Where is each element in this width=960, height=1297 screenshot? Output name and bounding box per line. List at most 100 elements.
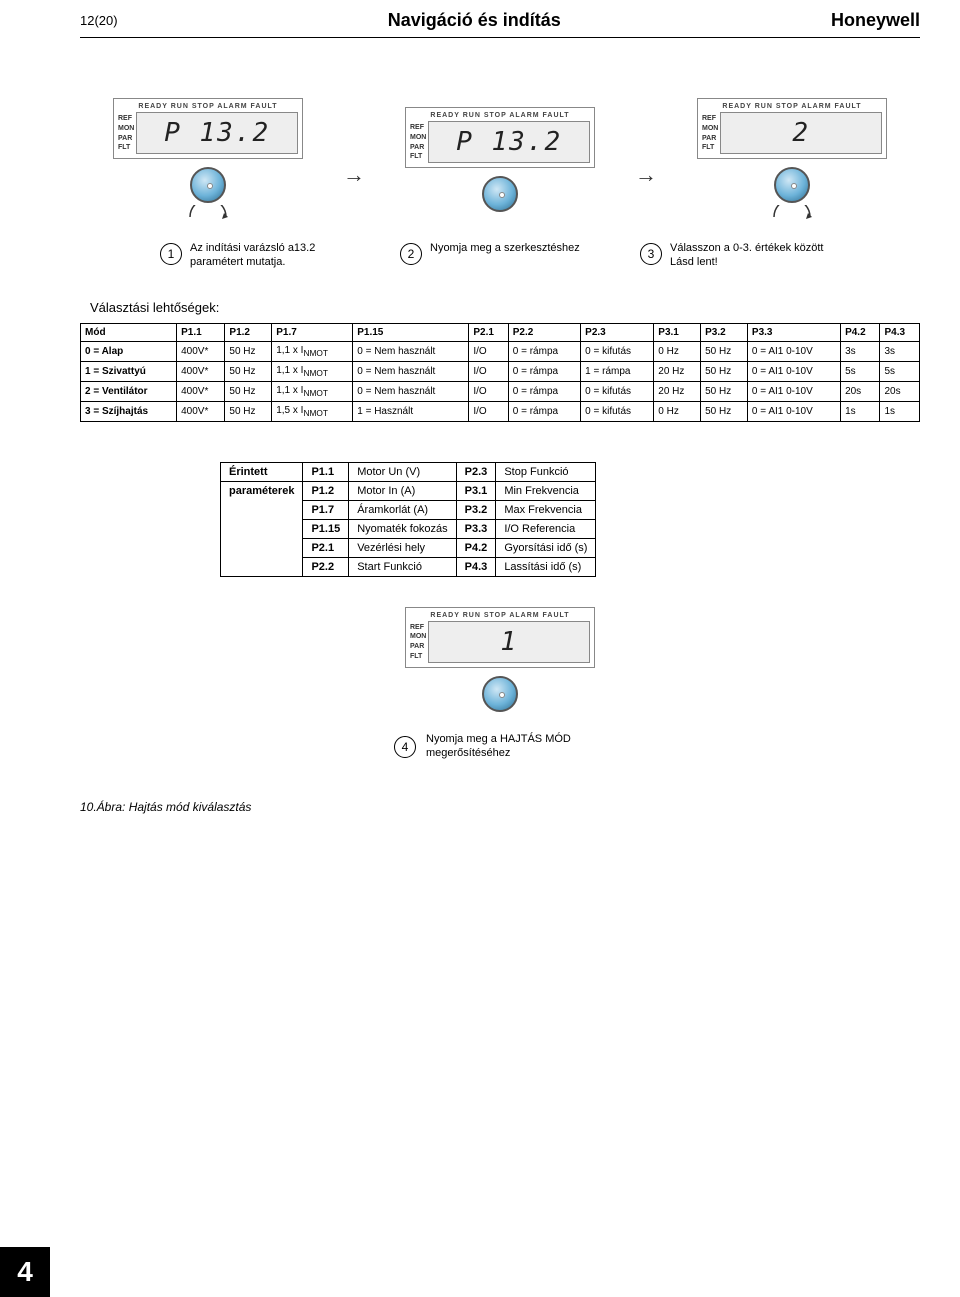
table-cell: 20s <box>841 381 880 401</box>
table-header: P3.1 <box>654 323 701 341</box>
table-cell: Motor Un (V) <box>349 462 456 481</box>
step-number-badge: 4 <box>394 736 416 758</box>
rotary-knob-icon <box>482 676 518 712</box>
table-cell: Min Frekvencia <box>496 481 596 500</box>
lcd-display: P 13.2 <box>136 112 298 154</box>
step-number-badge: 2 <box>400 243 422 265</box>
table-cell: 0 = AI1 0-10V <box>747 381 840 401</box>
table-header: P1.1 <box>177 323 225 341</box>
table-cell: 400V* <box>177 381 225 401</box>
lcd-panels-row: READY RUN STOP ALARM FAULT REF MON PAR F… <box>80 98 920 221</box>
table-cell: 50 Hz <box>225 401 272 421</box>
page-number: 12(20) <box>80 13 118 28</box>
modes-table: MódP1.1P1.2P1.7P1.15P2.1P2.2P2.3P3.1P3.2… <box>80 323 920 422</box>
lcd-side-labels: REF MON PAR FLT <box>410 121 428 163</box>
selection-heading: Választási lehtőségek: <box>90 300 920 315</box>
table-cell: 0 = Nem használt <box>353 381 469 401</box>
table-cell: I/O Referencia <box>496 519 596 538</box>
lcd-unit-1: READY RUN STOP ALARM FAULT REF MON PAR F… <box>113 98 303 221</box>
table-cell: 0 = AI1 0-10V <box>747 341 840 361</box>
table-cell: 5s <box>880 361 920 381</box>
step-text: Nyomja meg a szerkesztéshez <box>430 241 580 255</box>
table-cell: I/O <box>469 401 508 421</box>
table-cell: I/O <box>469 341 508 361</box>
table-cell: 0 = Nem használt <box>353 361 469 381</box>
table-row: paraméterekP1.2Motor In (A)P3.1Min Frekv… <box>221 481 596 500</box>
table-cell: 0 = kifutás <box>581 381 654 401</box>
lcd-side-labels: REF MON PAR FLT <box>118 112 136 154</box>
table-cell: I/O <box>469 381 508 401</box>
table-cell: P1.15 <box>303 519 349 538</box>
table-cell: P2.3 <box>456 462 496 481</box>
table-cell: Nyomaték fokozás <box>349 519 456 538</box>
table-cell: Stop Funkció <box>496 462 596 481</box>
table-cell: 0 Hz <box>654 341 701 361</box>
page-header: 12(20) Navigáció és indítás Honeywell <box>80 0 920 38</box>
step-captions-row: 1 Az indítási varázsló a13.2 paramétert … <box>80 241 920 270</box>
rotate-arrow-icon <box>768 205 816 221</box>
rotary-knob-icon <box>774 167 810 203</box>
arrow-right-icon: → <box>343 162 365 188</box>
table-cell: 0 = rámpa <box>508 341 580 361</box>
table-cell: Áramkorlát (A) <box>349 500 456 519</box>
step-2: 2 Nyomja meg a szerkesztéshez <box>400 241 600 270</box>
table-cell: 0 = rámpa <box>508 381 580 401</box>
table-cell: P2.1 <box>303 538 349 557</box>
lcd-unit-2: READY RUN STOP ALARM FAULT REF MON PAR F… <box>405 107 595 212</box>
table-cell: P3.2 <box>456 500 496 519</box>
table-cell: 3s <box>841 341 880 361</box>
table-header: P3.2 <box>701 323 748 341</box>
section-tab: 4 <box>0 1247 50 1297</box>
table-cell: 1 = Szivattyú <box>81 361 177 381</box>
table-cell: 20s <box>880 381 920 401</box>
table-cell: 0 = rámpa <box>508 361 580 381</box>
table-header: P2.1 <box>469 323 508 341</box>
table-row: 1 = Szivattyú400V*50 Hz1,1 x INMOT0 = Ne… <box>81 361 920 381</box>
table-cell: Vezérlési hely <box>349 538 456 557</box>
table-cell: 0 = kifutás <box>581 401 654 421</box>
lcd-unit-3: READY RUN STOP ALARM FAULT REF MON PAR F… <box>697 98 887 221</box>
brand-logo-text: Honeywell <box>831 10 920 31</box>
table-cell: Lassítási idő (s) <box>496 557 596 576</box>
lcd-display: 2 <box>720 112 882 154</box>
lcd-panel: READY RUN STOP ALARM FAULT REF MON PAR F… <box>405 107 595 168</box>
table-cell: 20 Hz <box>654 361 701 381</box>
lcd-panel: READY RUN STOP ALARM FAULT REF MON PAR F… <box>113 98 303 159</box>
table-cell: 1 = Használt <box>353 401 469 421</box>
table-cell: Start Funkció <box>349 557 456 576</box>
table-cell: 50 Hz <box>225 341 272 361</box>
step-1: 1 Az indítási varázsló a13.2 paramétert … <box>160 241 360 270</box>
rotate-arrow-icon <box>184 205 232 221</box>
table-cell: 1,1 x INMOT <box>272 381 353 401</box>
lcd-status-leds: READY RUN STOP ALARM FAULT <box>118 103 298 110</box>
table-cell: 0 = Nem használt <box>353 341 469 361</box>
lcd-status-leds: READY RUN STOP ALARM FAULT <box>410 112 590 119</box>
table-row: 3 = Szíjhajtás400V*50 Hz1,5 x INMOT1 = H… <box>81 401 920 421</box>
table-cell: 1s <box>880 401 920 421</box>
table-cell: 1,5 x INMOT <box>272 401 353 421</box>
step-3: 3 Válasszon a 0-3. értékek között Lásd l… <box>640 241 840 270</box>
table-header: Mód <box>81 323 177 341</box>
lcd-panel: READY RUN STOP ALARM FAULT REF MON PAR F… <box>405 607 595 668</box>
table-cell: 400V* <box>177 341 225 361</box>
knob-wrap <box>190 167 226 203</box>
affected-params-table: ÉrintettP1.1Motor Un (V)P2.3Stop Funkció… <box>220 462 596 577</box>
knob-wrap <box>774 167 810 203</box>
table-cell-label: paraméterek <box>221 481 303 576</box>
table-header: P4.3 <box>880 323 920 341</box>
lcd-side-labels: REF MON PAR FLT <box>410 621 428 663</box>
table-cell: 0 = Alap <box>81 341 177 361</box>
page-title: Navigáció és indítás <box>388 10 561 31</box>
table-cell: 0 = AI1 0-10V <box>747 401 840 421</box>
table-header: P1.7 <box>272 323 353 341</box>
table-cell: P3.1 <box>456 481 496 500</box>
arrow-right-icon: → <box>635 162 657 188</box>
table-cell: 1 = rámpa <box>581 361 654 381</box>
lcd-display: P 13.2 <box>428 121 590 163</box>
knob-wrap <box>482 676 518 712</box>
table-cell: 400V* <box>177 401 225 421</box>
table-cell: 2 = Ventilátor <box>81 381 177 401</box>
table-header: P2.2 <box>508 323 580 341</box>
table-cell: 5s <box>841 361 880 381</box>
table-cell: P3.3 <box>456 519 496 538</box>
